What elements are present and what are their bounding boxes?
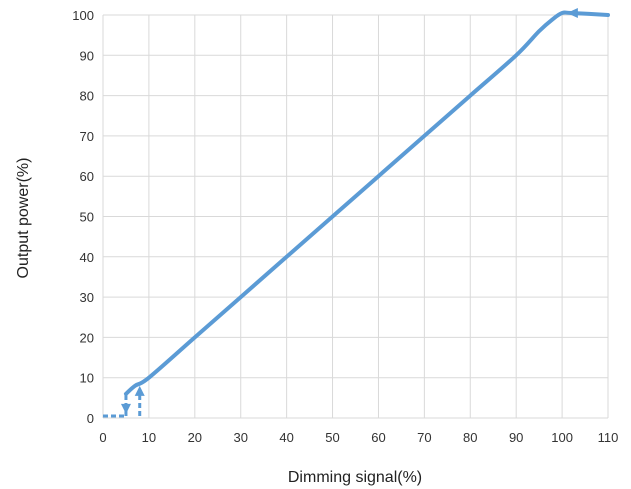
y-tick-label-90: 90 — [80, 48, 94, 63]
x-tick-label-20: 20 — [188, 430, 202, 445]
arrowhead-down-1 — [120, 403, 131, 414]
y-tick-label-100: 100 — [72, 8, 94, 23]
arrowhead-left-2 — [566, 7, 578, 18]
x-tick-label-70: 70 — [417, 430, 431, 445]
y-tick-label-30: 30 — [80, 290, 94, 305]
x-tick-label-0: 0 — [99, 430, 106, 445]
x-tick-label-40: 40 — [279, 430, 293, 445]
y-tick-label-20: 20 — [80, 330, 94, 345]
arrowhead-up-0 — [134, 385, 145, 396]
x-tick-label-80: 80 — [463, 430, 477, 445]
y-tick-label-70: 70 — [80, 129, 94, 144]
x-tick-label-10: 10 — [142, 430, 156, 445]
x-tick-label-60: 60 — [371, 430, 385, 445]
x-tick-label-30: 30 — [233, 430, 247, 445]
grid-layer — [102, 14, 609, 419]
y-tick-label-10: 10 — [80, 371, 94, 386]
y-tick-label-40: 40 — [80, 250, 94, 265]
x-axis-title: Dimming signal(%) — [288, 469, 422, 486]
y-tick-label-50: 50 — [80, 210, 94, 225]
x-tick-label-50: 50 — [325, 430, 339, 445]
y-axis-title: Output power(%) — [15, 158, 32, 279]
y-tick-label-0: 0 — [87, 411, 94, 426]
x-tick-label-110: 110 — [598, 430, 619, 445]
x-tick-label-90: 90 — [509, 430, 523, 445]
data-layer — [103, 7, 610, 418]
series-line — [123, 10, 610, 396]
y-tick-label-80: 80 — [80, 89, 94, 104]
x-tick-label-100: 100 — [551, 430, 573, 445]
tick-layer: 0 10 20 30 40 50 60 70 80 90 100 110 0 10 20 30 40 50 60 70… — [72, 8, 618, 445]
y-tick-label-60: 60 — [80, 169, 94, 184]
